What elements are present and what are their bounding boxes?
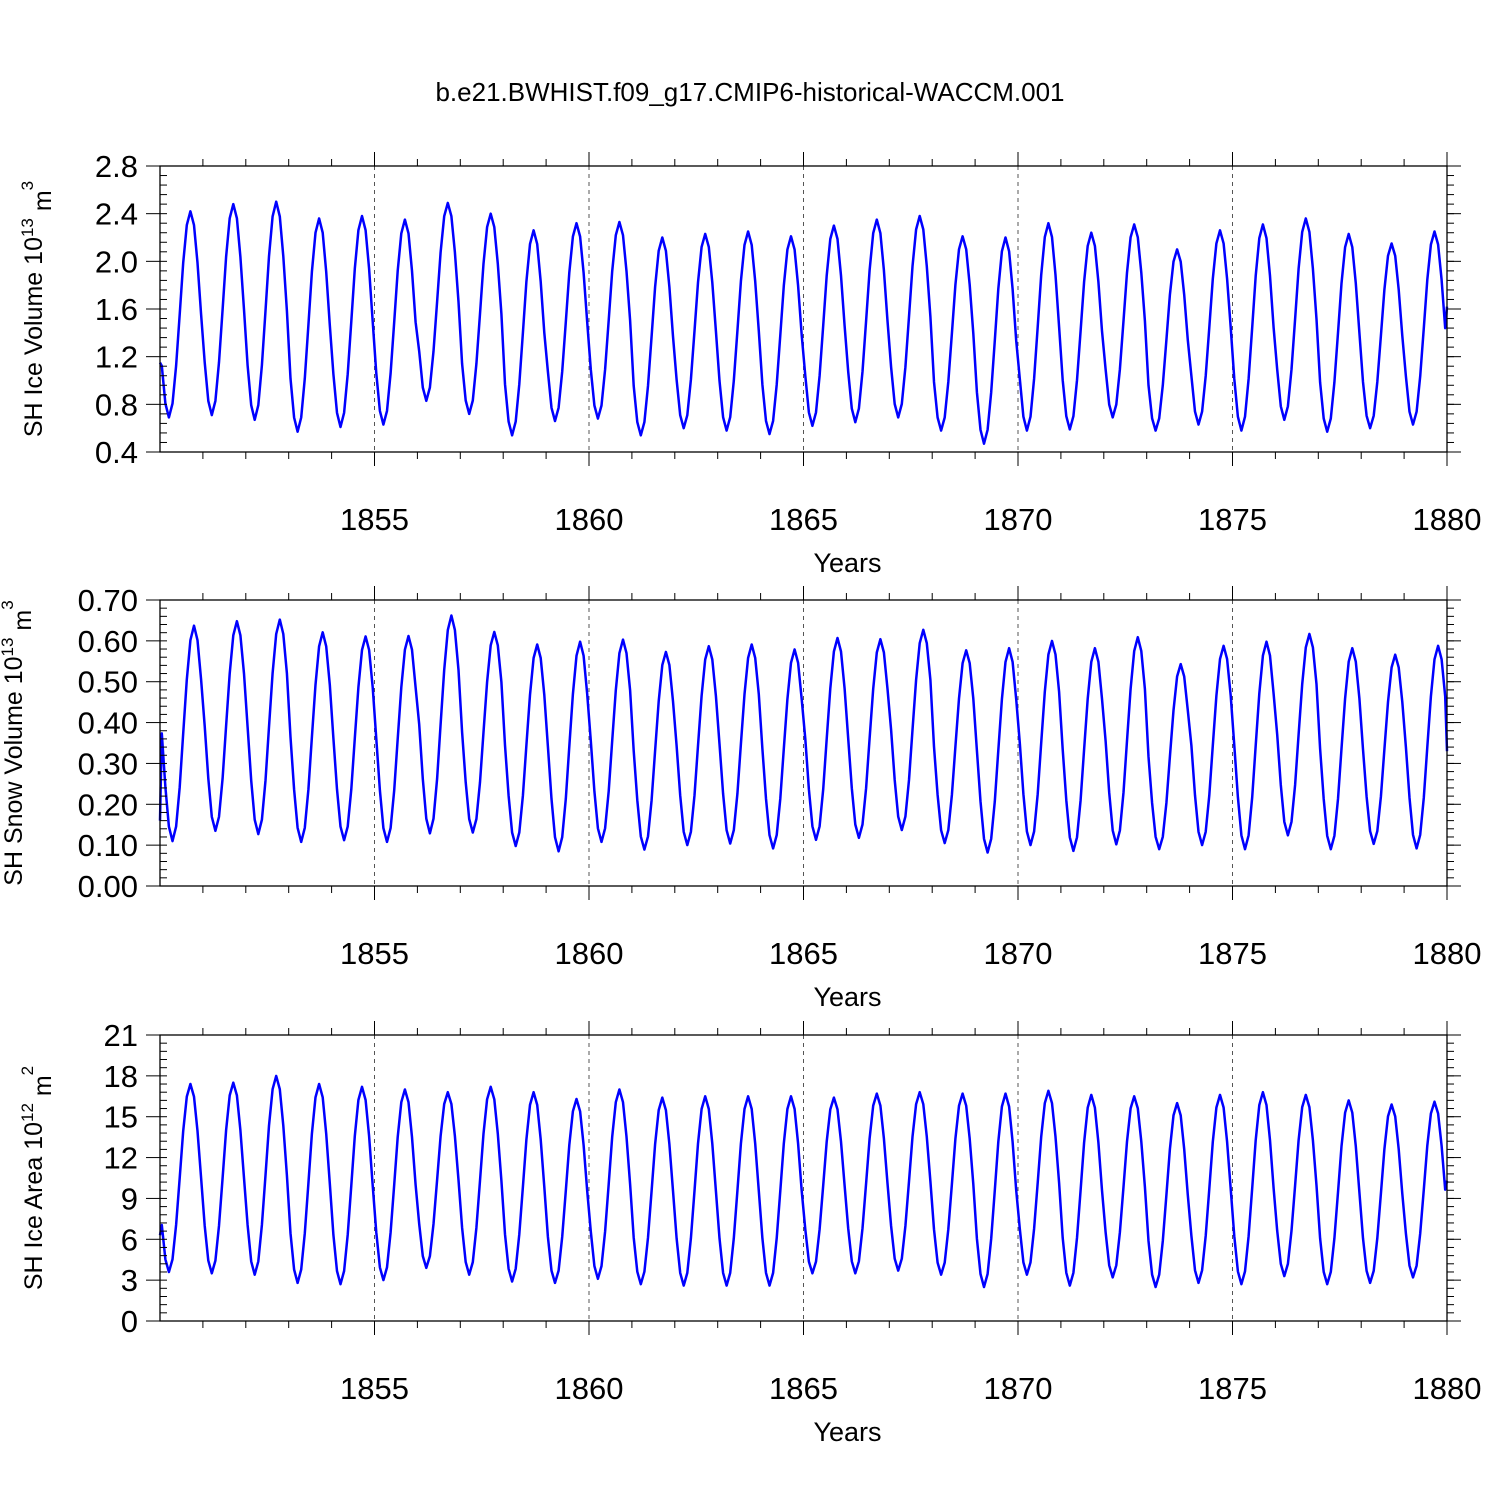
y-tick-label: 0.4: [95, 435, 138, 470]
y-tick-label: 3: [121, 1263, 138, 1298]
y-tick-label: 2.4: [95, 197, 138, 232]
y-axis-label-ylabel-exp: 13: [0, 638, 17, 657]
y-tick-label: 0.00: [78, 869, 138, 904]
x-axis-label: Years: [813, 548, 881, 578]
y-tick-label: 0: [121, 1304, 138, 1339]
x-tick-label: 1865: [769, 1371, 838, 1406]
x-tick-label: 1860: [555, 936, 624, 971]
x-tick-label: 1880: [1413, 936, 1482, 971]
series-line: [158, 200, 1449, 445]
x-tick-label: 1870: [984, 936, 1053, 971]
y-tick-label: 2.8: [95, 149, 138, 184]
y-tick-label: 6: [121, 1222, 138, 1257]
y-tick-label: 18: [104, 1059, 138, 1094]
x-axis-label: Years: [813, 982, 881, 1012]
y-axis-label-ylabel-unit-exp: 2: [18, 1066, 37, 1075]
y-axis-label-ylabel-unit-exp: 3: [0, 600, 17, 609]
y-tick-label: 0.50: [78, 665, 138, 700]
x-tick-label: 1880: [1413, 1371, 1482, 1406]
y-axis-label: SH Ice Area 1012 m2: [18, 1066, 57, 1290]
y-axis-label-ylabel-exp: 12: [18, 1103, 37, 1122]
y-tick-label: 0.10: [78, 828, 138, 863]
panel-1: 1855 1860 1865 1870 1875 1880 0.4 0.8 1.2 1.6 2.0 2…: [18, 149, 1481, 578]
y-tick-label: 0.40: [78, 706, 138, 741]
x-axis-label: Years: [813, 1417, 881, 1447]
y-axis-label-ylabel-main: SH Ice Area 10: [20, 1122, 48, 1290]
x-tick-label: 1865: [769, 502, 838, 537]
y-tick-label: 0.20: [78, 787, 138, 822]
x-tick-label: 1865: [769, 936, 838, 971]
y-axis-label-ylabel-unit: m: [29, 1075, 57, 1103]
x-tick-label: 1880: [1413, 502, 1482, 537]
y-axis-label-ylabel-unit: m: [29, 190, 57, 218]
x-tick-label: 1875: [1198, 502, 1267, 537]
y-axis-label-ylabel-main: SH Ice Volume 10: [20, 237, 48, 437]
y-axis-label-ylabel-unit-exp: 3: [18, 181, 37, 190]
series-line: [158, 1074, 1449, 1289]
x-tick-label: 1875: [1198, 1371, 1267, 1406]
y-axis-label-ylabel-main: SH Snow Volume 10: [0, 656, 28, 885]
y-tick-label: 0.30: [78, 746, 138, 781]
x-tick-label: 1870: [984, 502, 1053, 537]
y-tick-label: 9: [121, 1181, 138, 1216]
x-tick-label: 1860: [555, 502, 624, 537]
series-line: [158, 614, 1449, 854]
x-tick-label: 1855: [340, 502, 409, 537]
y-tick-label: 0.70: [78, 583, 138, 618]
y-axis-label-ylabel-exp: 13: [18, 218, 37, 237]
y-axis-label-ylabel-unit: m: [9, 610, 37, 638]
y-tick-label: 15: [104, 1100, 138, 1135]
y-tick-label: 21: [104, 1018, 138, 1053]
y-tick-label: 1.2: [95, 340, 138, 375]
panel-3: 1855 1860 1865 1870 1875 1880 0 3 6 9 12 15 18 21 Year…: [18, 1018, 1481, 1447]
x-tick-label: 1870: [984, 1371, 1053, 1406]
x-tick-label: 1855: [340, 1371, 409, 1406]
y-axis-label: SH Ice Volume 1013 m3: [18, 181, 57, 437]
y-tick-label: 0.8: [95, 387, 138, 422]
y-tick-label: 1.6: [95, 292, 138, 327]
x-tick-label: 1860: [555, 1371, 624, 1406]
x-tick-label: 1875: [1198, 936, 1267, 971]
y-axis-label: SH Snow Volume 1013 m3: [0, 600, 37, 885]
figure-title: b.e21.BWHIST.f09_g17.CMIP6-historical-WA…: [435, 77, 1064, 107]
panel-2: 1855 1860 1865 1870 1875 1880 0.00 0.10 0.20 0.30…: [0, 583, 1481, 1012]
y-tick-label: 12: [104, 1141, 138, 1176]
y-tick-label: 0.60: [78, 624, 138, 659]
x-tick-label: 1855: [340, 936, 409, 971]
y-tick-label: 2.0: [95, 244, 138, 279]
